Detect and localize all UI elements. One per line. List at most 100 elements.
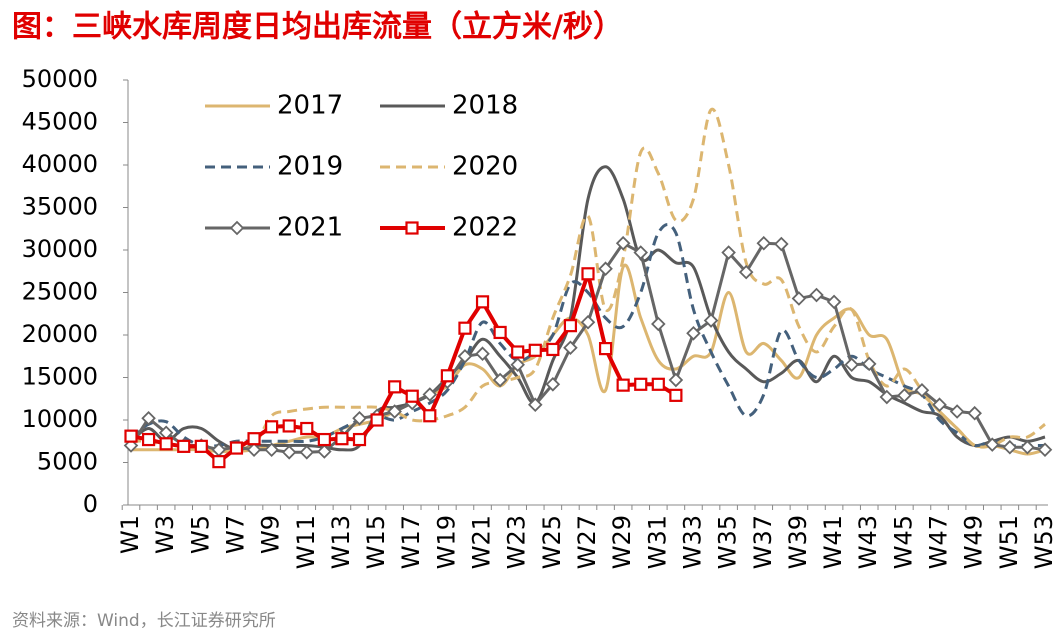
diamond-marker xyxy=(809,287,824,303)
diamond-marker xyxy=(1037,442,1053,458)
y-tick-label: 5000 xyxy=(37,448,98,476)
x-tick-label: W5 xyxy=(186,515,214,554)
square-marker xyxy=(247,432,261,446)
diamond-marker xyxy=(229,220,245,236)
x-tick-label: W15 xyxy=(362,515,390,569)
diamond-marker xyxy=(422,387,438,402)
x-tick-label: W13 xyxy=(327,515,355,569)
square-marker xyxy=(458,321,472,335)
diamond-marker xyxy=(738,264,754,280)
diamond-marker xyxy=(475,346,490,361)
diamond-marker xyxy=(879,389,895,405)
square-marker xyxy=(141,432,156,447)
diamond-marker xyxy=(897,388,912,403)
x-tick-label: W27 xyxy=(573,515,601,569)
square-marker xyxy=(405,221,419,235)
diamond-marker xyxy=(861,356,877,372)
square-marker xyxy=(265,420,279,434)
diamond-marker xyxy=(1002,439,1018,455)
square-marker xyxy=(651,377,665,391)
diamond-marker xyxy=(264,442,279,458)
square-marker xyxy=(405,389,419,403)
diamond-marker xyxy=(387,404,402,419)
x-tick-label: W45 xyxy=(889,515,917,569)
diamond-marker xyxy=(580,314,596,330)
diamond-marker xyxy=(141,411,156,426)
series-line xyxy=(130,223,1046,448)
x-tick-label: W3 xyxy=(151,515,179,554)
square-marker xyxy=(423,409,437,423)
square-marker xyxy=(229,441,244,455)
diamond-marker xyxy=(457,348,473,364)
legend: 2017 2018 2019 2020 2021 2022 xyxy=(205,91,518,243)
x-tick-label: W11 xyxy=(292,515,320,569)
chart-title: 图：三峡水库周度日均出库流量（立方米/秒） xyxy=(12,10,623,45)
x-tick-label: W35 xyxy=(714,515,742,569)
square-marker xyxy=(581,267,595,281)
x-tick-label: W47 xyxy=(925,515,953,569)
diamond-marker xyxy=(914,382,930,398)
square-marker xyxy=(546,342,560,357)
y-tick-label: 25000 xyxy=(22,278,98,306)
diamond-marker xyxy=(317,444,332,459)
x-tick-label: W17 xyxy=(397,515,425,569)
square-marker xyxy=(669,388,683,402)
diamond-marker xyxy=(756,235,772,251)
square-marker xyxy=(177,439,191,453)
diamond-marker xyxy=(967,405,982,421)
x-tick-label: W31 xyxy=(643,515,671,569)
legend-label: 2017 xyxy=(277,91,343,121)
x-tick-label: W33 xyxy=(678,515,706,569)
series-line xyxy=(130,271,677,464)
square-marker xyxy=(352,432,367,447)
square-marker xyxy=(124,429,138,443)
legend-label: 2020 xyxy=(452,152,518,182)
x-tick-label: W19 xyxy=(432,515,460,569)
source-note: 资料来源：Wind，长江证券研究所 xyxy=(12,611,276,631)
diamond-marker xyxy=(527,397,543,412)
legend-label: 2019 xyxy=(277,152,343,182)
x-tick-label: W37 xyxy=(749,515,777,569)
x-tick-label: W9 xyxy=(257,515,285,554)
diamond-marker xyxy=(246,442,262,458)
x-tick-label: W29 xyxy=(608,515,636,569)
diamond-marker xyxy=(844,357,859,373)
square-marker xyxy=(194,439,208,453)
diamond-marker xyxy=(545,377,561,392)
diamond-marker xyxy=(633,245,649,260)
square-marker xyxy=(388,380,402,394)
diamond-marker xyxy=(598,261,613,276)
diamond-marker xyxy=(492,372,508,388)
square-marker xyxy=(616,378,630,392)
diamond-marker xyxy=(984,437,1000,452)
legend-label: 2018 xyxy=(452,91,518,121)
square-marker xyxy=(159,437,173,451)
x-tick-label: W1 xyxy=(116,515,144,554)
diamond-marker xyxy=(949,404,965,419)
diamond-marker xyxy=(791,291,807,306)
square-marker xyxy=(493,325,507,340)
series-line xyxy=(130,165,1046,452)
diamond-marker xyxy=(563,340,578,356)
square-marker xyxy=(528,343,542,357)
y-tick-label: 35000 xyxy=(22,193,98,221)
x-tick-label: W23 xyxy=(503,515,531,569)
diamond-marker xyxy=(721,245,736,260)
x-tick-label: W21 xyxy=(468,515,496,569)
x-tick-label: W49 xyxy=(960,515,988,569)
x-tick-label: W43 xyxy=(854,515,882,569)
diamond-marker xyxy=(774,236,789,252)
square-marker xyxy=(317,432,331,447)
diamond-marker xyxy=(703,313,719,328)
diamond-marker xyxy=(299,445,315,460)
x-tick-label: W41 xyxy=(819,515,847,569)
diamond-marker xyxy=(651,316,666,332)
y-tick-label: 30000 xyxy=(22,235,98,263)
y-tick-label: 0 xyxy=(83,490,98,518)
diamond-marker xyxy=(615,235,631,251)
series-line xyxy=(130,107,1046,452)
y-tick-label: 45000 xyxy=(22,108,98,136)
diamond-marker xyxy=(281,445,297,460)
square-marker xyxy=(370,413,384,427)
